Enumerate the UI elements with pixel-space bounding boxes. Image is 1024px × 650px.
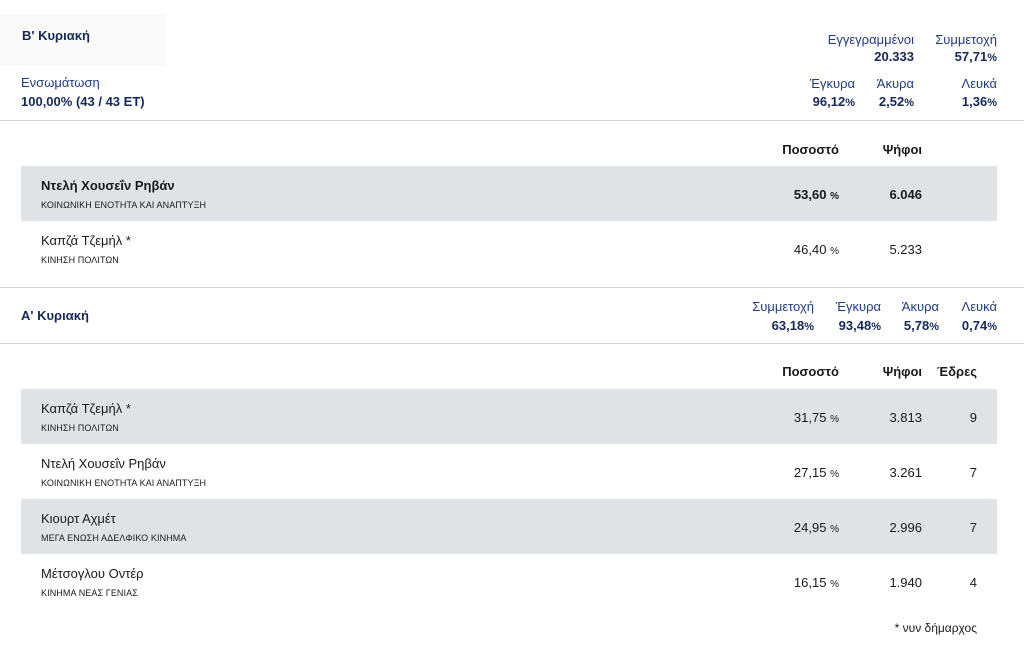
candidate-party: ΚΙΝΗΣΗ ΠΟΛΙΤΩΝ bbox=[41, 423, 119, 433]
integration-label: Ενσωμάτωση bbox=[21, 75, 100, 90]
candidate-votes: 3.261 bbox=[889, 465, 922, 480]
valid-label: Έγκυρα bbox=[809, 76, 855, 91]
candidate-name: Καπζά Τζεμήλ * bbox=[41, 401, 131, 416]
r1-blank-label: Λευκά bbox=[961, 299, 997, 314]
round2-title-box bbox=[0, 14, 166, 66]
candidate-votes: 2.996 bbox=[889, 520, 922, 535]
invalid-value: 2,52% bbox=[878, 94, 914, 109]
round1-col-votes: Ψήφοι bbox=[882, 364, 922, 379]
candidate-party: ΚΙΝΗΜΑ ΝΕΑΣ ΓΕΝΙΑΣ bbox=[41, 588, 138, 598]
footnote: * νυν δήμαρχος bbox=[894, 621, 977, 635]
candidate-name: Ντελή Χουσεΐν Ρηβάν bbox=[41, 178, 175, 193]
r1-invalid-label: Άκυρα bbox=[901, 299, 939, 314]
r1-turnout-value: 63,18% bbox=[771, 318, 814, 333]
candidate-name: Καπζά Τζεμήλ * bbox=[41, 233, 131, 248]
valid-value: 96,12% bbox=[812, 94, 855, 109]
divider bbox=[0, 120, 1024, 121]
r1-invalid-value: 5,78% bbox=[903, 318, 939, 333]
candidate-seats: 7 bbox=[969, 465, 977, 480]
candidate-seats: 4 bbox=[969, 575, 977, 590]
candidate-seats: 9 bbox=[969, 410, 977, 425]
divider bbox=[0, 287, 1024, 288]
round1-col-seats: Έδρες bbox=[937, 364, 977, 379]
integration-value: 100,00% (43 / 43 ΕΤ) bbox=[21, 94, 145, 109]
round2-title: Β' Κυριακή bbox=[22, 28, 90, 43]
candidate-votes: 1.940 bbox=[889, 575, 922, 590]
r1-valid-label: Έγκυρα bbox=[835, 299, 881, 314]
candidate-percent: 31,75 % bbox=[793, 410, 839, 425]
candidate-percent: 27,15 % bbox=[793, 465, 839, 480]
candidate-percent: 53,60 % bbox=[793, 187, 839, 202]
invalid-label: Άκυρα bbox=[876, 76, 914, 91]
candidate-name: Κιουρτ Αχμέτ bbox=[41, 511, 116, 526]
blank-value: 1,36% bbox=[961, 94, 997, 109]
registered-label: Εγγεγραμμένοι bbox=[827, 32, 914, 47]
candidate-votes: 5.233 bbox=[889, 242, 922, 257]
round2-col-percent: Ποσοστό bbox=[782, 142, 839, 157]
table-row: Μέτσογλου Οντέρ ΚΙΝΗΜΑ ΝΕΑΣ ΓΕΝΙΑΣ 16,15… bbox=[21, 554, 997, 609]
blank-label: Λευκά bbox=[961, 76, 997, 91]
turnout-value: 57,71% bbox=[954, 49, 997, 64]
table-row: Καπζά Τζεμήλ * ΚΙΝΗΣΗ ΠΟΛΙΤΩΝ 31,75 % 3.… bbox=[21, 389, 997, 444]
round2-col-votes: Ψήφοι bbox=[882, 142, 922, 157]
table-row: Καπζά Τζεμήλ * ΚΙΝΗΣΗ ΠΟΛΙΤΩΝ 46,40 % 5.… bbox=[21, 221, 997, 276]
candidate-party: ΚΟΙΝΩΝΙΚΗ ΕΝΟΤΗΤΑ ΚΑΙ ΑΝΑΠΤΥΞΗ bbox=[41, 478, 207, 488]
registered-value: 20.333 bbox=[874, 49, 914, 64]
candidate-party: ΚΙΝΗΣΗ ΠΟΛΙΤΩΝ bbox=[41, 255, 119, 265]
candidate-party: ΚΟΙΝΩΝΙΚΗ ΕΝΟΤΗΤΑ ΚΑΙ ΑΝΑΠΤΥΞΗ bbox=[41, 200, 207, 210]
candidate-votes: 6.046 bbox=[889, 187, 922, 202]
divider bbox=[0, 343, 1024, 344]
candidate-percent: 16,15 % bbox=[793, 575, 839, 590]
r1-valid-value: 93,48% bbox=[838, 318, 881, 333]
candidate-percent: 46,40 % bbox=[793, 242, 839, 257]
candidate-name: Ντελή Χουσεΐν Ρηβάν bbox=[41, 456, 166, 471]
r1-turnout-label: Συμμετοχή bbox=[752, 299, 814, 314]
candidate-party: ΜΕΓΑ ΕΝΩΣΗ ΑΔΕΛΦΙΚΟ ΚΙΝΗΜΑ bbox=[41, 533, 187, 543]
table-row: Ντελή Χουσεΐν Ρηβάν ΚΟΙΝΩΝΙΚΗ ΕΝΟΤΗΤΑ ΚΑ… bbox=[21, 444, 997, 499]
candidate-name: Μέτσογλου Οντέρ bbox=[41, 566, 144, 581]
r1-blank-value: 0,74% bbox=[961, 318, 997, 333]
round1-title: Α' Κυριακή bbox=[21, 308, 89, 323]
candidate-seats: 7 bbox=[969, 520, 977, 535]
table-row: Κιουρτ Αχμέτ ΜΕΓΑ ΕΝΩΣΗ ΑΔΕΛΦΙΚΟ ΚΙΝΗΜΑ … bbox=[21, 499, 997, 554]
round1-col-percent: Ποσοστό bbox=[782, 364, 839, 379]
candidate-votes: 3.813 bbox=[889, 410, 922, 425]
candidate-percent: 24,95 % bbox=[793, 520, 839, 535]
table-row: Ντελή Χουσεΐν Ρηβάν ΚΟΙΝΩΝΙΚΗ ΕΝΟΤΗΤΑ ΚΑ… bbox=[21, 166, 997, 221]
turnout-label: Συμμετοχή bbox=[935, 32, 997, 47]
